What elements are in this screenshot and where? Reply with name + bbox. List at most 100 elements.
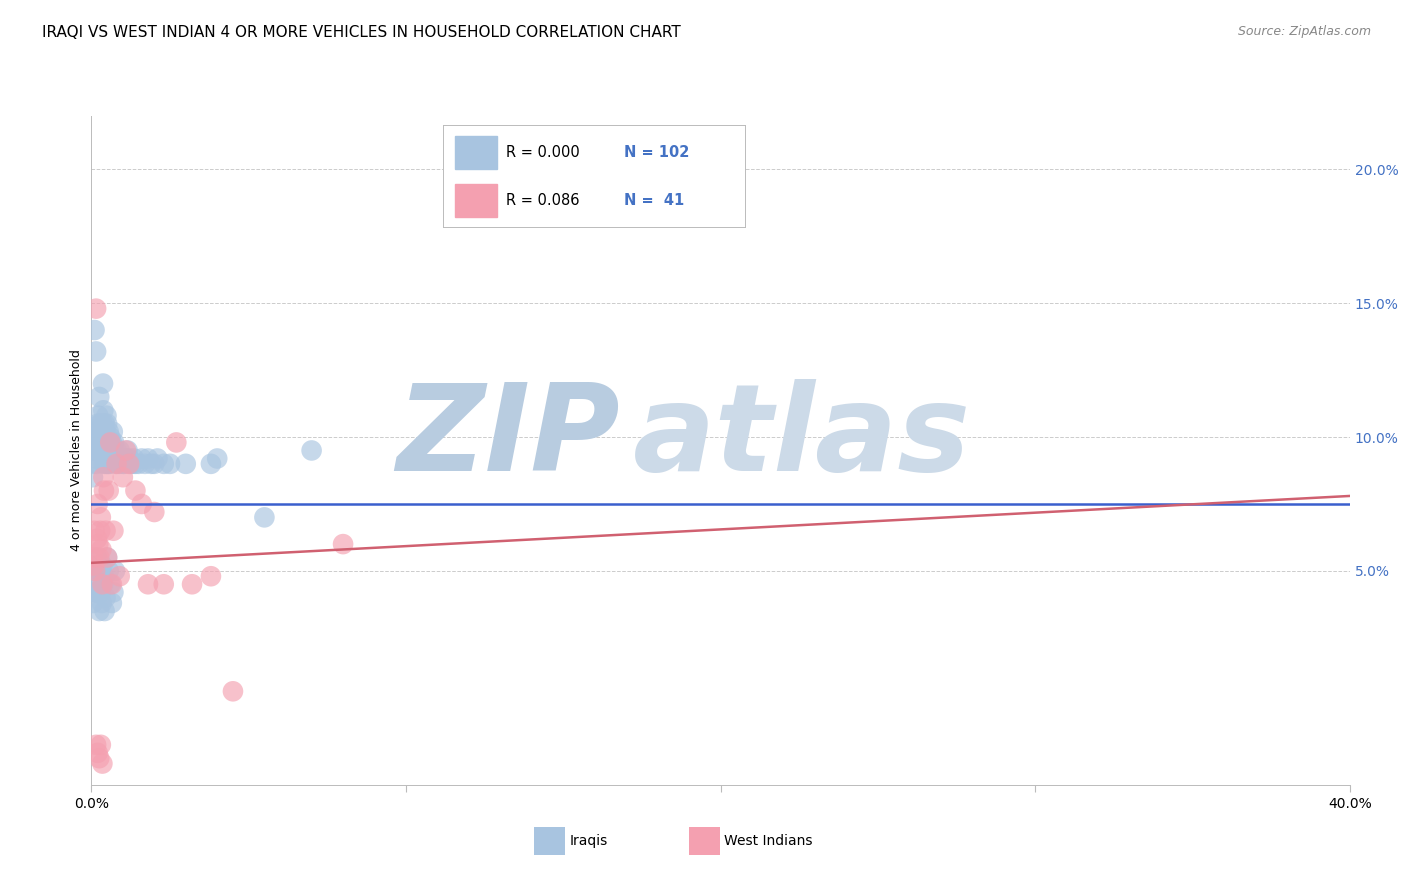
Point [97,483,120,498]
Point [111,457,134,471]
Point [91,417,114,431]
Point [205,451,228,466]
Point [84,344,107,359]
Point [152,577,174,591]
Point [91,558,114,573]
Point [136,577,159,591]
Point [96,417,118,431]
Point [93,569,115,583]
Point [89,524,111,538]
Point [96,457,118,471]
Point [84,564,107,578]
Point [89,435,111,450]
Point [97,564,120,578]
Point [94,591,117,605]
Point [96,443,118,458]
Point [104,451,127,466]
Point [84,425,107,439]
Point [105,457,128,471]
Point [122,451,145,466]
Point [89,550,111,565]
Point [120,457,142,471]
Point [84,435,107,450]
Point [112,457,135,471]
Point [301,443,323,458]
Point [93,457,115,471]
Point [115,443,138,458]
Point [83,430,105,444]
Y-axis label: 4 or more Vehicles in Household: 4 or more Vehicles in Household [70,350,83,551]
Point [101,596,124,610]
Point [98,430,121,444]
Text: R = 0.086: R = 0.086 [506,194,579,209]
Point [105,443,128,458]
Point [141,457,163,471]
Point [117,443,139,458]
Point [84,585,107,599]
Point [98,435,121,450]
Point [86,451,108,466]
Point [86,746,108,760]
Bar [456,185,498,218]
Point [84,443,107,458]
Point [108,443,131,458]
Point [107,451,129,466]
Point [174,457,197,471]
Point [124,483,146,498]
Point [97,443,120,458]
Point [87,569,110,583]
Point [83,585,105,599]
Point [103,585,125,599]
Point [98,435,121,450]
Point [91,443,114,458]
Point [93,470,115,484]
Point [82,550,104,565]
Point [152,457,174,471]
Point [134,457,156,471]
Point [222,684,245,698]
Point [94,425,117,439]
Point [93,417,115,431]
Point [86,558,108,573]
Point [86,550,108,565]
Point [332,537,354,551]
Point [96,550,118,565]
Point [143,505,166,519]
Point [97,435,120,450]
Bar [456,136,498,169]
Point [91,577,114,591]
Point [128,457,150,471]
Point [121,457,143,471]
Point [97,425,120,439]
Text: West Indians: West Indians [724,834,813,847]
Point [89,751,111,765]
Point [84,738,107,752]
Point [165,435,187,450]
Point [97,457,120,471]
Point [90,430,112,444]
Point [83,323,105,337]
Point [101,425,124,439]
Point [93,483,115,498]
Point [94,457,117,471]
Point [84,577,107,591]
Point [108,569,131,583]
Point [86,457,108,471]
Point [101,435,124,450]
Point [98,457,121,471]
Point [118,451,141,466]
Point [104,457,127,471]
Point [91,376,114,391]
Point [98,577,121,591]
Text: Iraqis: Iraqis [569,834,607,847]
Point [124,457,146,471]
Point [110,451,132,466]
Point [90,585,112,599]
Point [101,577,124,591]
Point [146,451,169,466]
Point [87,409,110,423]
Point [86,497,108,511]
Point [86,443,108,458]
Point [93,403,115,417]
Point [96,550,118,565]
